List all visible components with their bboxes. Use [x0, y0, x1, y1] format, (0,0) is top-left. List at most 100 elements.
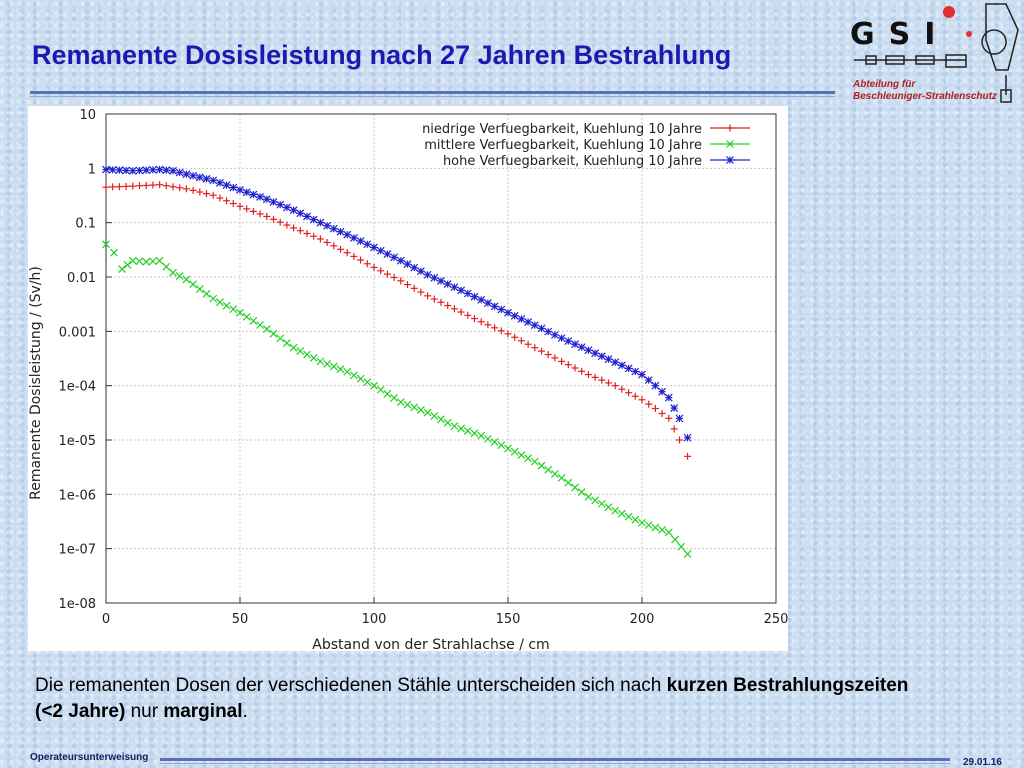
- data-point: [163, 263, 170, 270]
- data-point: [438, 416, 445, 423]
- data-point: [263, 196, 270, 203]
- y-tick-label: 1e-05: [58, 434, 96, 449]
- plot-frame: [106, 114, 776, 603]
- data-point: [645, 401, 652, 408]
- data-point: [170, 183, 177, 190]
- data-point: [357, 257, 364, 264]
- data-point: [277, 335, 284, 342]
- chain-icon: [854, 55, 966, 67]
- data-point: [270, 198, 277, 205]
- data-point: [223, 197, 230, 204]
- chart-legend: niedrige Verfuegbarkeit, Kuehlung 10 Jah…: [422, 122, 750, 169]
- data-point: [143, 258, 150, 265]
- data-point: [250, 191, 257, 198]
- data-point: [111, 249, 118, 256]
- data-point: [176, 184, 183, 191]
- data-point: [404, 261, 411, 268]
- data-point: [451, 284, 458, 291]
- data-point: [149, 166, 156, 173]
- data-point: [585, 347, 592, 354]
- data-point: [119, 266, 126, 273]
- data-point: [216, 194, 223, 201]
- y-tick-label: 1e-07: [58, 543, 96, 558]
- data-point: [310, 233, 317, 240]
- data-point: [625, 513, 632, 520]
- data-point: [283, 204, 290, 211]
- data-point: [377, 386, 384, 393]
- data-point: [250, 317, 257, 324]
- data-point: [464, 290, 471, 297]
- data-point: [538, 348, 545, 355]
- data-point: [103, 166, 110, 173]
- data-point: [478, 432, 485, 439]
- data-point: [250, 208, 257, 215]
- data-point: [618, 510, 625, 517]
- data-point: [652, 382, 659, 389]
- data-point: [578, 368, 585, 375]
- data-point: [424, 409, 431, 416]
- data-point: [518, 315, 525, 322]
- data-point: [116, 183, 123, 190]
- data-point: [652, 524, 659, 531]
- data-point: [478, 296, 485, 303]
- data-point: [639, 519, 646, 526]
- data-point: [337, 228, 344, 235]
- footer-rule: [160, 758, 950, 761]
- data-point: [384, 251, 391, 258]
- data-point: [632, 368, 639, 375]
- data-point: [545, 466, 552, 473]
- data-point: [511, 448, 518, 455]
- data-point: [156, 166, 163, 173]
- data-point: [498, 327, 505, 334]
- data-point: [545, 351, 552, 358]
- data-point: [525, 455, 532, 462]
- legend-item: niedrige Verfuegbarkeit, Kuehlung 10 Jah…: [422, 122, 750, 137]
- data-point: [458, 287, 465, 294]
- data-point: [257, 193, 264, 200]
- y-tick-label: 0.001: [59, 325, 96, 340]
- data-point: [417, 406, 424, 413]
- data-point: [558, 474, 565, 481]
- title-rule: [30, 91, 835, 94]
- data-point: [592, 497, 599, 504]
- data-point: [464, 312, 471, 319]
- data-point: [397, 399, 404, 406]
- footer-label: Operateursunterweisung: [30, 752, 148, 763]
- data-point: [598, 377, 605, 384]
- data-point: [190, 281, 197, 288]
- data-point: [304, 351, 311, 358]
- data-point: [210, 192, 217, 199]
- x-tick-label: 50: [232, 612, 249, 627]
- legend-label: mittlere Verfuegbarkeit, Kuehlung 10 Jah…: [424, 138, 702, 153]
- data-point: [478, 318, 485, 325]
- data-point: [163, 182, 170, 189]
- data-point: [511, 312, 518, 319]
- dose-rate-chart: 0 50 100 150 200 250 10 1 0.1 0.01 0.001 1e-04 1e-05…: [28, 106, 788, 651]
- y-tick-label: 1: [88, 162, 96, 177]
- data-point: [183, 185, 190, 192]
- x-tick-label: 0: [102, 612, 110, 627]
- y-tick-label: 1e-08: [58, 597, 96, 612]
- data-point: [317, 358, 324, 365]
- data-point: [136, 167, 143, 174]
- data-point: [659, 388, 666, 395]
- data-point: [491, 324, 498, 331]
- data-point: [190, 187, 197, 194]
- data-point: [572, 341, 579, 348]
- data-point: [283, 222, 290, 229]
- data-point: [223, 302, 230, 309]
- logo-text: GSI: [850, 17, 949, 52]
- data-point: [684, 550, 691, 557]
- y-tick-label: 10: [79, 108, 96, 123]
- data-point: [344, 231, 351, 238]
- data-point: [391, 254, 398, 261]
- data-point: [371, 244, 378, 251]
- data-point: [404, 401, 411, 408]
- data-point: [176, 273, 183, 280]
- data-point: [665, 394, 672, 401]
- legend-label: niedrige Verfuegbarkeit, Kuehlung 10 Jah…: [422, 122, 702, 137]
- data-point: [170, 269, 177, 276]
- data-point: [290, 207, 297, 214]
- legend-label: hohe Verfuegbarkeit, Kuehlung 10 Jahre: [443, 154, 702, 169]
- data-point: [364, 241, 371, 248]
